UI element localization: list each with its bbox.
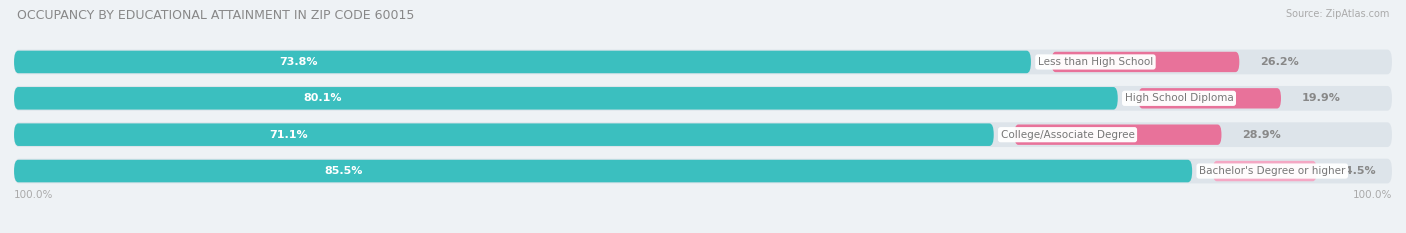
Text: Bachelor's Degree or higher: Bachelor's Degree or higher: [1199, 166, 1346, 176]
Text: 28.9%: 28.9%: [1241, 130, 1281, 140]
Text: 85.5%: 85.5%: [325, 166, 363, 176]
Text: 19.9%: 19.9%: [1302, 93, 1340, 103]
FancyBboxPatch shape: [1052, 52, 1239, 72]
FancyBboxPatch shape: [1213, 161, 1316, 181]
FancyBboxPatch shape: [14, 51, 1031, 73]
FancyBboxPatch shape: [1139, 88, 1281, 109]
Text: 80.1%: 80.1%: [304, 93, 342, 103]
Text: OCCUPANCY BY EDUCATIONAL ATTAINMENT IN ZIP CODE 60015: OCCUPANCY BY EDUCATIONAL ATTAINMENT IN Z…: [17, 9, 415, 22]
FancyBboxPatch shape: [14, 123, 994, 146]
FancyBboxPatch shape: [14, 50, 1392, 74]
FancyBboxPatch shape: [1014, 124, 1222, 145]
Text: High School Diploma: High School Diploma: [1125, 93, 1233, 103]
FancyBboxPatch shape: [14, 159, 1392, 183]
Text: 73.8%: 73.8%: [280, 57, 318, 67]
Text: 14.5%: 14.5%: [1337, 166, 1376, 176]
FancyBboxPatch shape: [14, 86, 1392, 111]
FancyBboxPatch shape: [14, 122, 1392, 147]
Text: 26.2%: 26.2%: [1260, 57, 1299, 67]
Text: Source: ZipAtlas.com: Source: ZipAtlas.com: [1285, 9, 1389, 19]
Text: 71.1%: 71.1%: [269, 130, 308, 140]
Text: College/Associate Degree: College/Associate Degree: [1001, 130, 1135, 140]
FancyBboxPatch shape: [14, 87, 1118, 110]
FancyBboxPatch shape: [14, 160, 1192, 182]
Text: Less than High School: Less than High School: [1038, 57, 1153, 67]
Text: 100.0%: 100.0%: [1353, 190, 1392, 200]
Text: 100.0%: 100.0%: [14, 190, 53, 200]
